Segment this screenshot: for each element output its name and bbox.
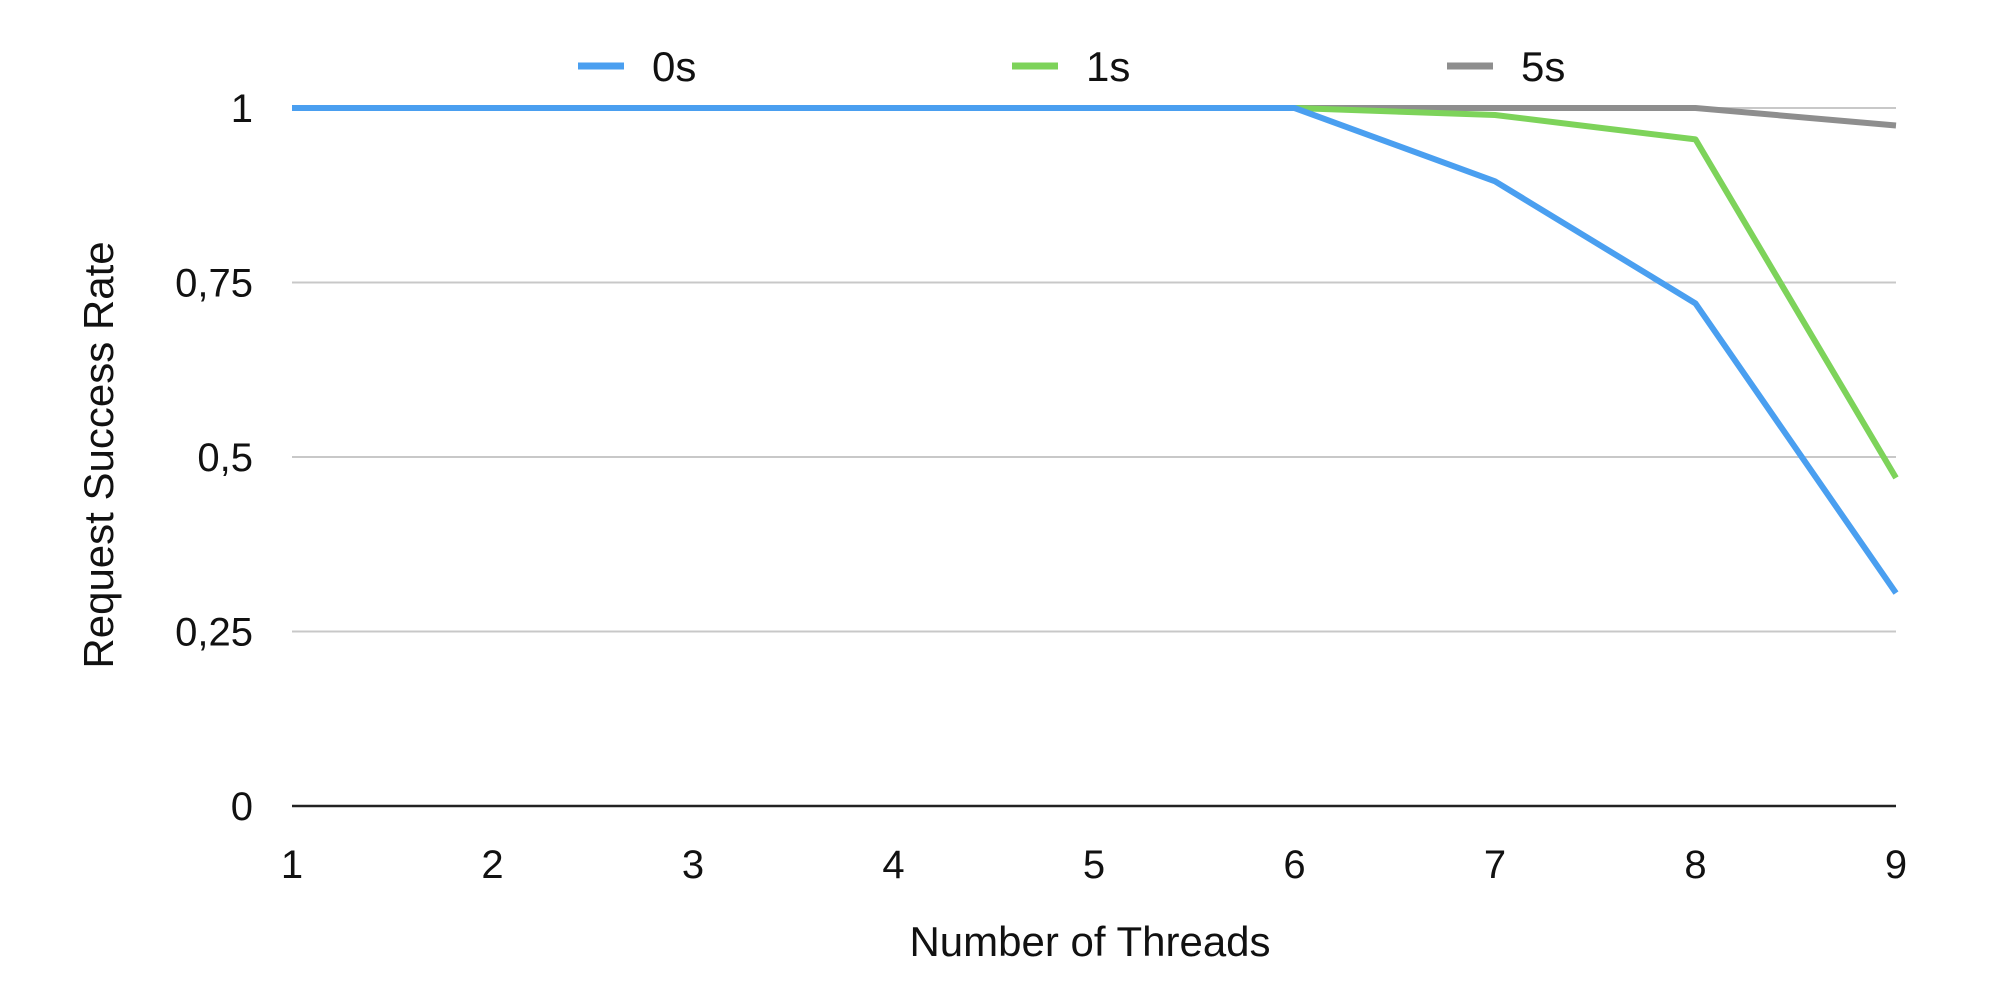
legend-item-1s: 1s (1012, 43, 1130, 90)
x-axis-title: Number of Threads (909, 918, 1270, 965)
x-tick-label: 4 (882, 843, 904, 887)
series-line-1s (292, 105, 1899, 480)
x-tick-label: 9 (1885, 843, 1907, 887)
x-axis-ticks: 1 2 3 4 5 6 7 8 9 (281, 843, 1907, 887)
legend-item-5s: 5s (1447, 43, 1565, 90)
x-tick-label: 3 (682, 843, 704, 887)
legend-item-0s: 0s (578, 43, 696, 90)
y-tick-label: 0,25 (175, 611, 253, 655)
x-tick-label: 2 (481, 843, 503, 887)
x-tick-label: 6 (1283, 843, 1305, 887)
y-tick-label: 1 (231, 87, 253, 131)
series-lines (292, 105, 1899, 595)
y-axis-ticks: 0 0,25 0,5 0,75 1 (175, 87, 253, 829)
legend-label: 5s (1521, 43, 1565, 90)
legend-label: 0s (652, 43, 696, 90)
series-line-0s (292, 105, 1899, 595)
y-tick-label: 0,5 (197, 436, 253, 480)
x-tick-label: 5 (1083, 843, 1105, 887)
x-tick-label: 7 (1484, 843, 1506, 887)
y-axis-title: Request Success Rate (75, 241, 122, 668)
x-tick-label: 1 (281, 843, 303, 887)
x-tick-label: 8 (1684, 843, 1706, 887)
legend-label: 1s (1086, 43, 1130, 90)
y-tick-label: 0 (231, 785, 253, 829)
y-tick-label: 0,75 (175, 262, 253, 306)
gridlines (292, 107, 1896, 808)
legend: 0s 1s 5s (578, 43, 1565, 90)
